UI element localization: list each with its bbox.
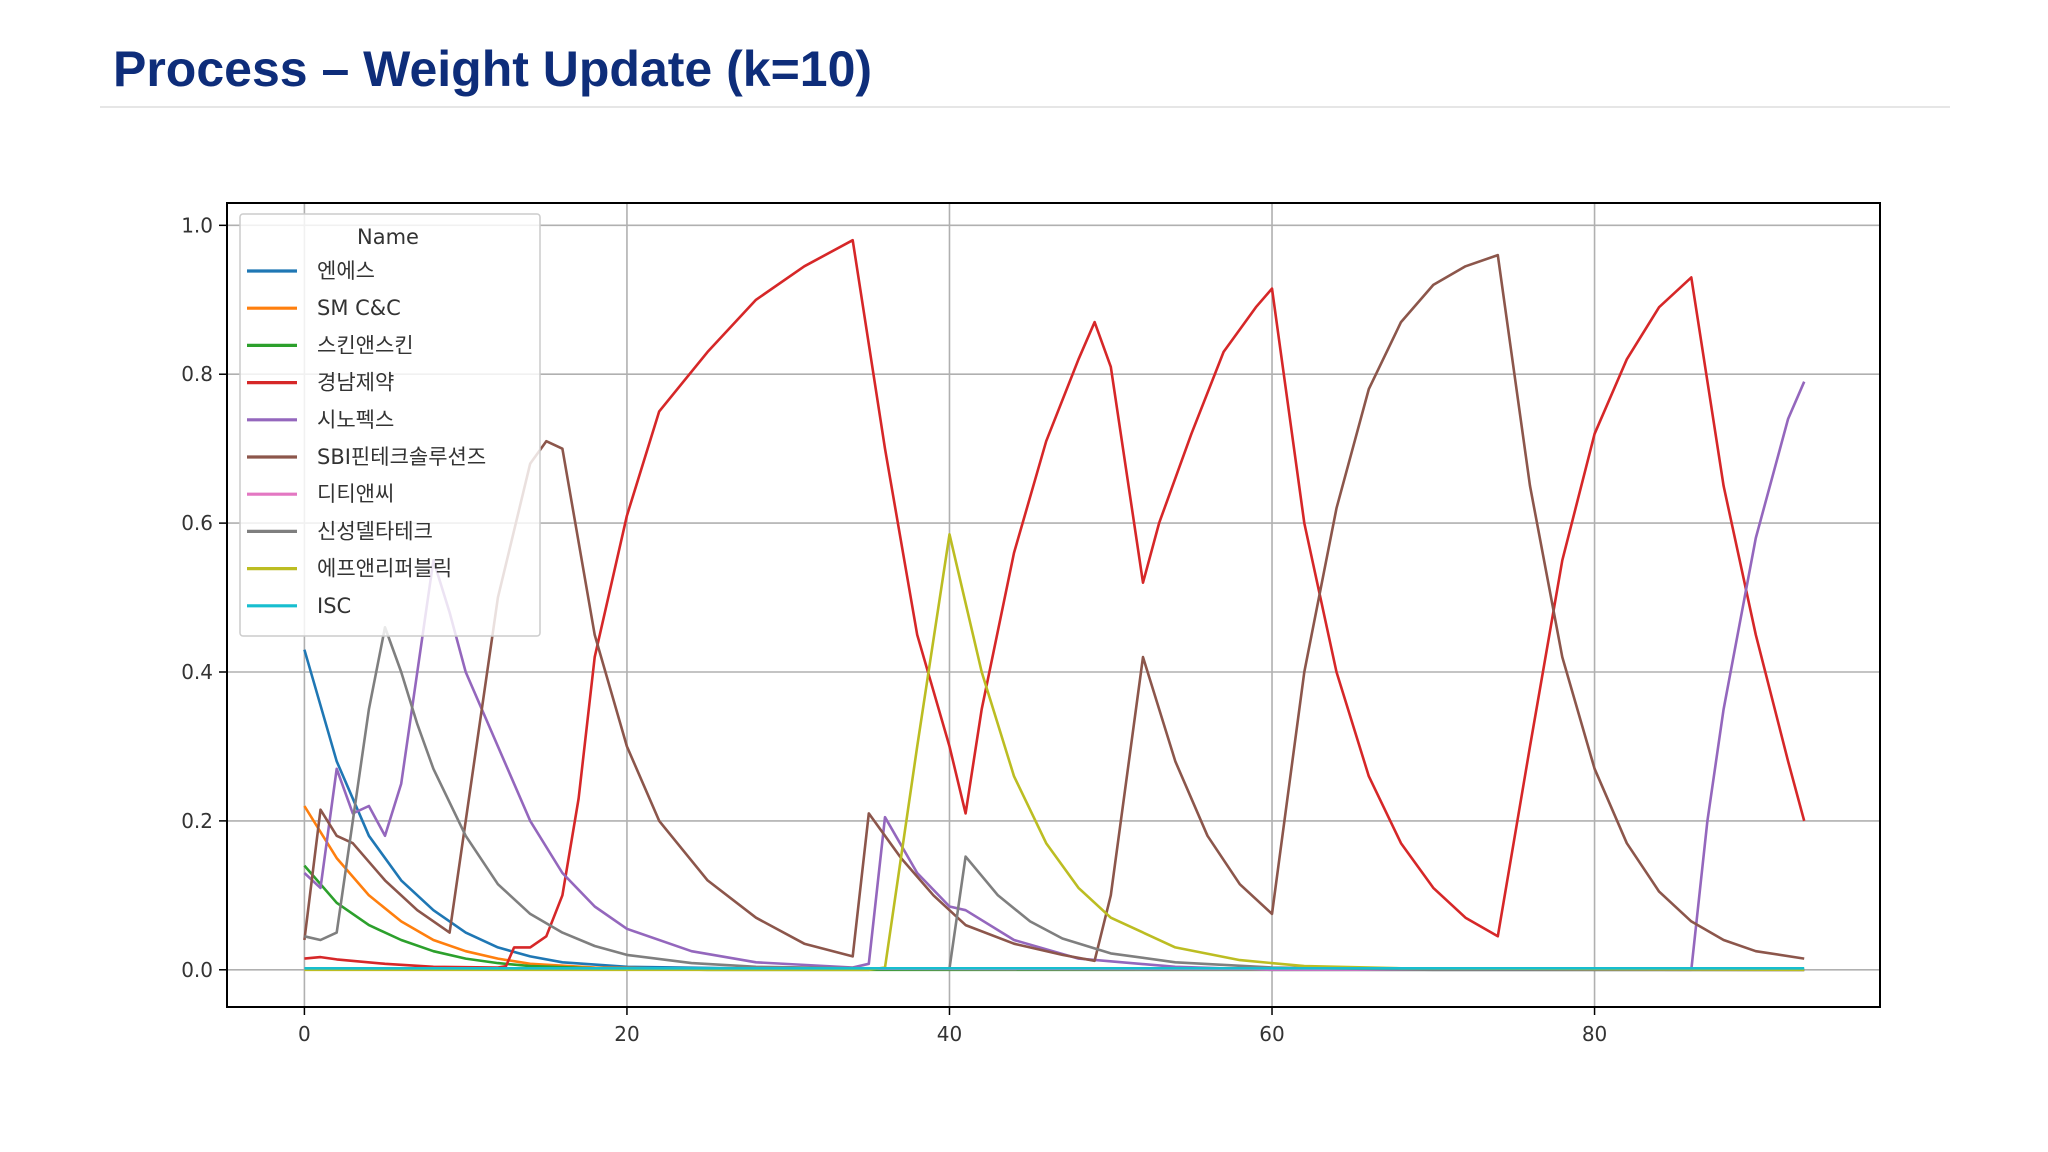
x-tick-label: 20	[614, 1022, 639, 1046]
legend-label: 신성델타테크	[317, 519, 433, 543]
title-divider	[100, 106, 1950, 108]
series-line	[303, 649, 1805, 972]
x-tick-label: 80	[1582, 1022, 1607, 1046]
y-tick-label: 0.8	[181, 362, 213, 386]
series-lines	[303, 238, 1806, 972]
y-tick-label: 0.0	[181, 958, 213, 982]
y-tick-label: 0.6	[181, 511, 213, 535]
slide-title: Process – Weight Update (k=10)	[113, 41, 873, 97]
legend-label: 에프앤리퍼블릭	[317, 557, 452, 581]
legend-label: 경남제약	[317, 371, 394, 395]
x-tick-label: 0	[298, 1022, 311, 1046]
series-line	[303, 805, 1805, 972]
plot-frame	[226, 202, 1881, 1008]
series-line	[304, 238, 1806, 969]
series-line	[304, 533, 1805, 972]
y-tick-label: 0.4	[181, 660, 213, 684]
legend-label: 시노펙스	[317, 408, 394, 432]
axis-ticks: 0 20 40 60 80 0.0 0.2 0.4 0.6 0.8 1.0	[181, 213, 1607, 1046]
y-tick-label: 0.2	[181, 809, 213, 833]
legend-label: 디티앤씨	[317, 482, 394, 506]
legend-label: 스킨앤스킨	[317, 333, 414, 357]
x-tick-label: 40	[937, 1022, 962, 1046]
legend-title: Name	[357, 225, 419, 249]
legend-label: SM C&C	[317, 296, 401, 320]
series-line	[304, 626, 1805, 972]
legend-label: ISC	[317, 594, 351, 618]
y-tick-label: 1.0	[181, 213, 213, 237]
legend-label: 엔에스	[317, 259, 375, 283]
legend-box	[239, 213, 541, 637]
legend-label: SBI핀테크솔루션즈	[317, 445, 486, 469]
x-tick-label: 60	[1259, 1022, 1284, 1046]
